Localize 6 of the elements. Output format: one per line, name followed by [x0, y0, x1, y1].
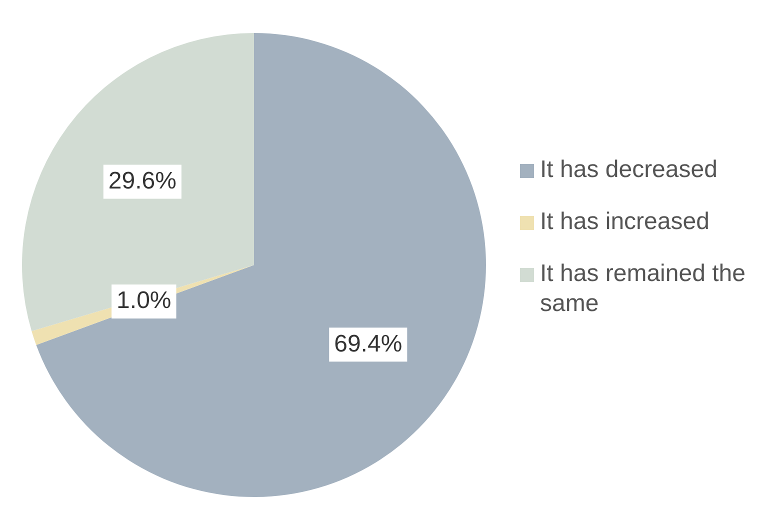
legend-label: It has decreased: [540, 155, 718, 185]
data-label: 69.4%: [334, 330, 402, 358]
data-label: 29.6%: [108, 167, 176, 194]
legend-label: It has increased: [540, 207, 710, 237]
data-label: 1.0%: [116, 287, 172, 314]
legend-label: It has remained the same: [540, 259, 746, 319]
